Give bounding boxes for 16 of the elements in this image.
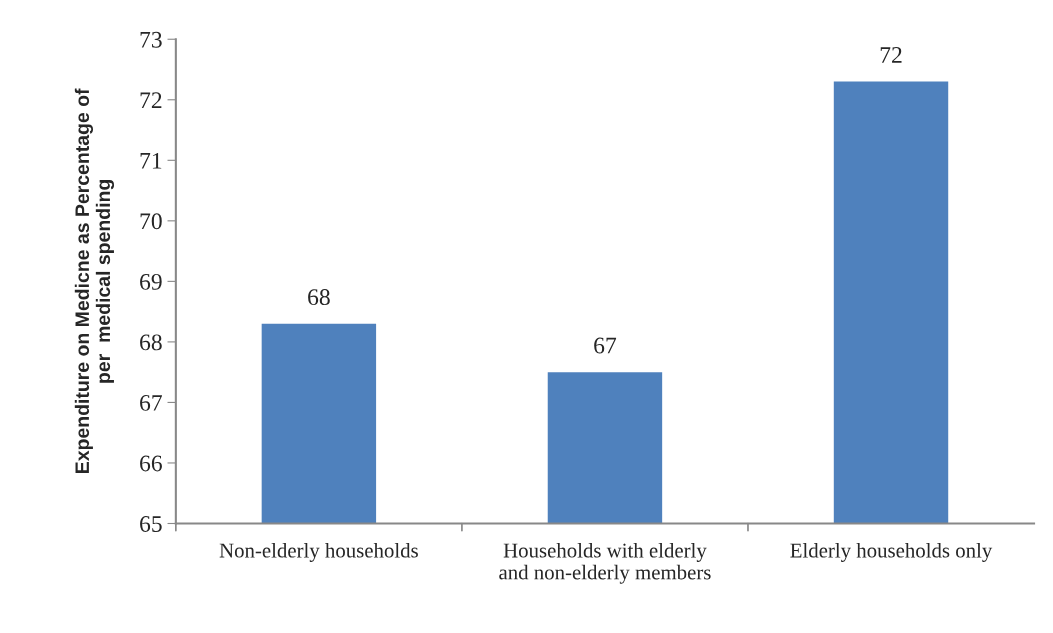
y-tick-label: 73 [140, 31, 162, 48]
y-tick-label: 65 [140, 516, 162, 532]
x-tick-label: Elderly households only [790, 542, 993, 562]
data-label: 72 [880, 47, 902, 63]
data-label: 67 [594, 337, 617, 354]
y-tick-label: 69 [140, 273, 162, 290]
x-tick-label: Non-elderly households [219, 542, 418, 562]
y-tick-label: 71 [140, 152, 162, 169]
data-label: 68 [308, 289, 330, 306]
y-axis-title: Expenditure on Medicne as Percentage of per medical spending [74, 88, 115, 473]
x-tick-label: Households with elderly and non-elderly members [499, 542, 711, 584]
y-tick-label: 72 [140, 92, 162, 108]
y-tick-label: 68 [140, 334, 162, 351]
y-tick-label: 66 [140, 455, 162, 472]
y-tick-label: 70 [140, 213, 162, 230]
y-tick-label: 67 [140, 394, 162, 411]
